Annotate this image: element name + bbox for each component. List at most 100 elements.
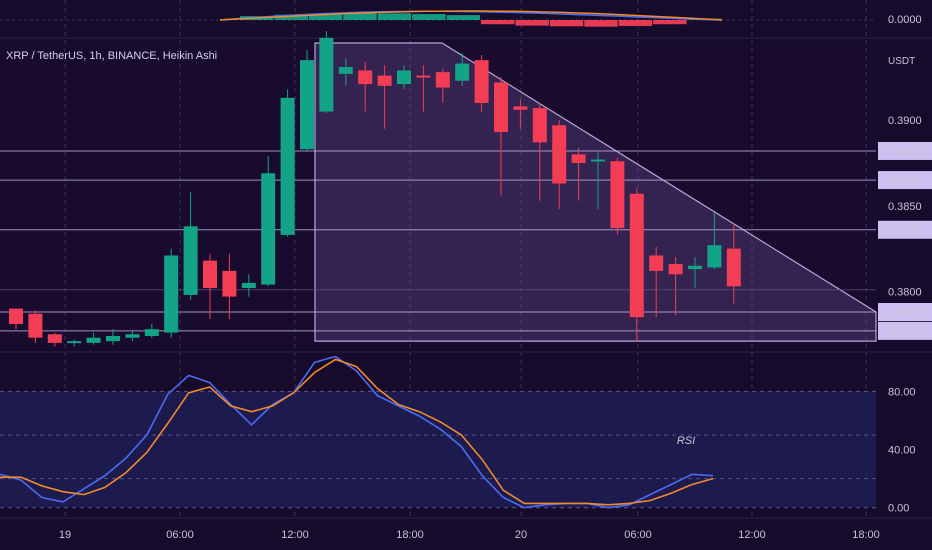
candle-body	[47, 334, 62, 343]
candle	[144, 324, 159, 338]
candle	[241, 274, 256, 297]
candle	[106, 329, 120, 345]
candle	[67, 339, 82, 347]
rsi-axis-tick-label: 40.00	[888, 445, 916, 457]
candle-body	[164, 255, 179, 333]
oscillator-bar	[377, 13, 412, 20]
candle	[397, 65, 411, 90]
candle-body	[183, 226, 198, 295]
candle	[183, 192, 198, 301]
candle-body	[261, 173, 276, 285]
oscillator-bar	[584, 20, 618, 27]
oscillator-bar	[412, 14, 446, 20]
candle-body	[416, 75, 431, 78]
candle	[28, 310, 43, 343]
oscillator-line-orange	[219, 10, 723, 21]
candle-body	[300, 60, 314, 150]
candle	[629, 188, 644, 342]
time-axis-tick-label: 06:00	[166, 529, 194, 541]
candle-body	[319, 37, 334, 112]
candle-body	[144, 329, 159, 337]
symbol-title: XRP / TetherUS, 1h, BINANCE, Heikin Ashi	[6, 50, 218, 62]
candle	[591, 150, 605, 210]
candle-body	[455, 63, 470, 81]
candle	[435, 68, 450, 103]
oscillator-tick-label: 0.0000	[888, 14, 922, 26]
level-price-box	[878, 141, 932, 160]
candle-body	[688, 265, 702, 270]
rsi-line-orange	[0, 358, 714, 506]
candle	[707, 212, 722, 270]
level-price-box	[878, 220, 932, 239]
rsi-label: RSI	[677, 435, 695, 447]
candle	[688, 257, 702, 289]
candle	[571, 147, 586, 201]
rsi-line-blue	[0, 355, 714, 509]
candle	[125, 330, 140, 342]
level-price-box	[878, 171, 932, 190]
time-axis-tick-label: 12:00	[281, 529, 309, 541]
candle-body	[707, 245, 722, 268]
time-axis-tick-label: 18:00	[852, 529, 880, 541]
level-price-box	[878, 321, 932, 340]
candle-body	[629, 193, 644, 318]
candle-body	[552, 125, 567, 184]
candle-body	[67, 341, 82, 344]
candle-body	[435, 72, 450, 88]
candle	[377, 65, 392, 129]
candle-body	[241, 282, 256, 289]
level-price-label: 0.3865	[888, 175, 922, 187]
time-axis-tick-label: 20	[515, 529, 527, 541]
candle	[494, 77, 508, 196]
candle-body	[280, 97, 295, 235]
price-axis-tick-label: 0.3850	[888, 201, 922, 213]
oscillator-bar	[274, 14, 308, 20]
candle-body	[649, 255, 664, 271]
level-price-box	[878, 303, 932, 322]
oscillator-bar	[446, 15, 480, 20]
candle-body	[125, 334, 140, 338]
level-price-label: 0.3788	[888, 307, 922, 319]
candle	[338, 58, 353, 86]
candle	[474, 54, 489, 112]
oscillator-bar	[308, 13, 343, 20]
oscillator-bar	[515, 20, 549, 26]
price-axis-tick-label: 0.3900	[888, 115, 922, 127]
candle-body	[513, 106, 528, 110]
candle-body	[668, 264, 683, 275]
candle-body	[474, 60, 489, 103]
rsi-band	[0, 391, 876, 508]
currency-label: USDT	[888, 56, 916, 67]
candle-body	[203, 260, 217, 289]
candle-body	[28, 313, 43, 338]
candle-body	[106, 336, 120, 342]
candle	[532, 102, 547, 201]
oscillator-bar	[343, 13, 377, 20]
candle-body	[397, 70, 411, 85]
candle	[164, 248, 179, 338]
price-axis-tick-label: 0.3800	[888, 286, 922, 298]
candle	[319, 31, 334, 114]
level-price-label: 0.3882	[888, 146, 922, 158]
level-price-label: 0.3777	[888, 326, 922, 338]
candle	[300, 49, 314, 151]
candle	[280, 89, 295, 237]
candle-body	[358, 70, 373, 85]
candle-body	[726, 248, 741, 287]
oscillator-bar	[481, 20, 515, 25]
candle	[261, 156, 276, 287]
time-axis-tick-label: 18:00	[396, 529, 424, 541]
candle-body	[571, 154, 586, 163]
candle	[513, 99, 528, 129]
candle	[222, 253, 237, 319]
candle-body	[532, 108, 547, 143]
candle	[86, 332, 101, 345]
candle	[9, 308, 23, 330]
candle-body	[610, 161, 625, 229]
candle-body	[494, 82, 508, 133]
time-axis-tick-label: 19	[59, 529, 71, 541]
candle-body	[377, 75, 392, 86]
rsi-axis-tick-label: 80.00	[888, 386, 916, 398]
oscillator-bar	[653, 20, 687, 25]
